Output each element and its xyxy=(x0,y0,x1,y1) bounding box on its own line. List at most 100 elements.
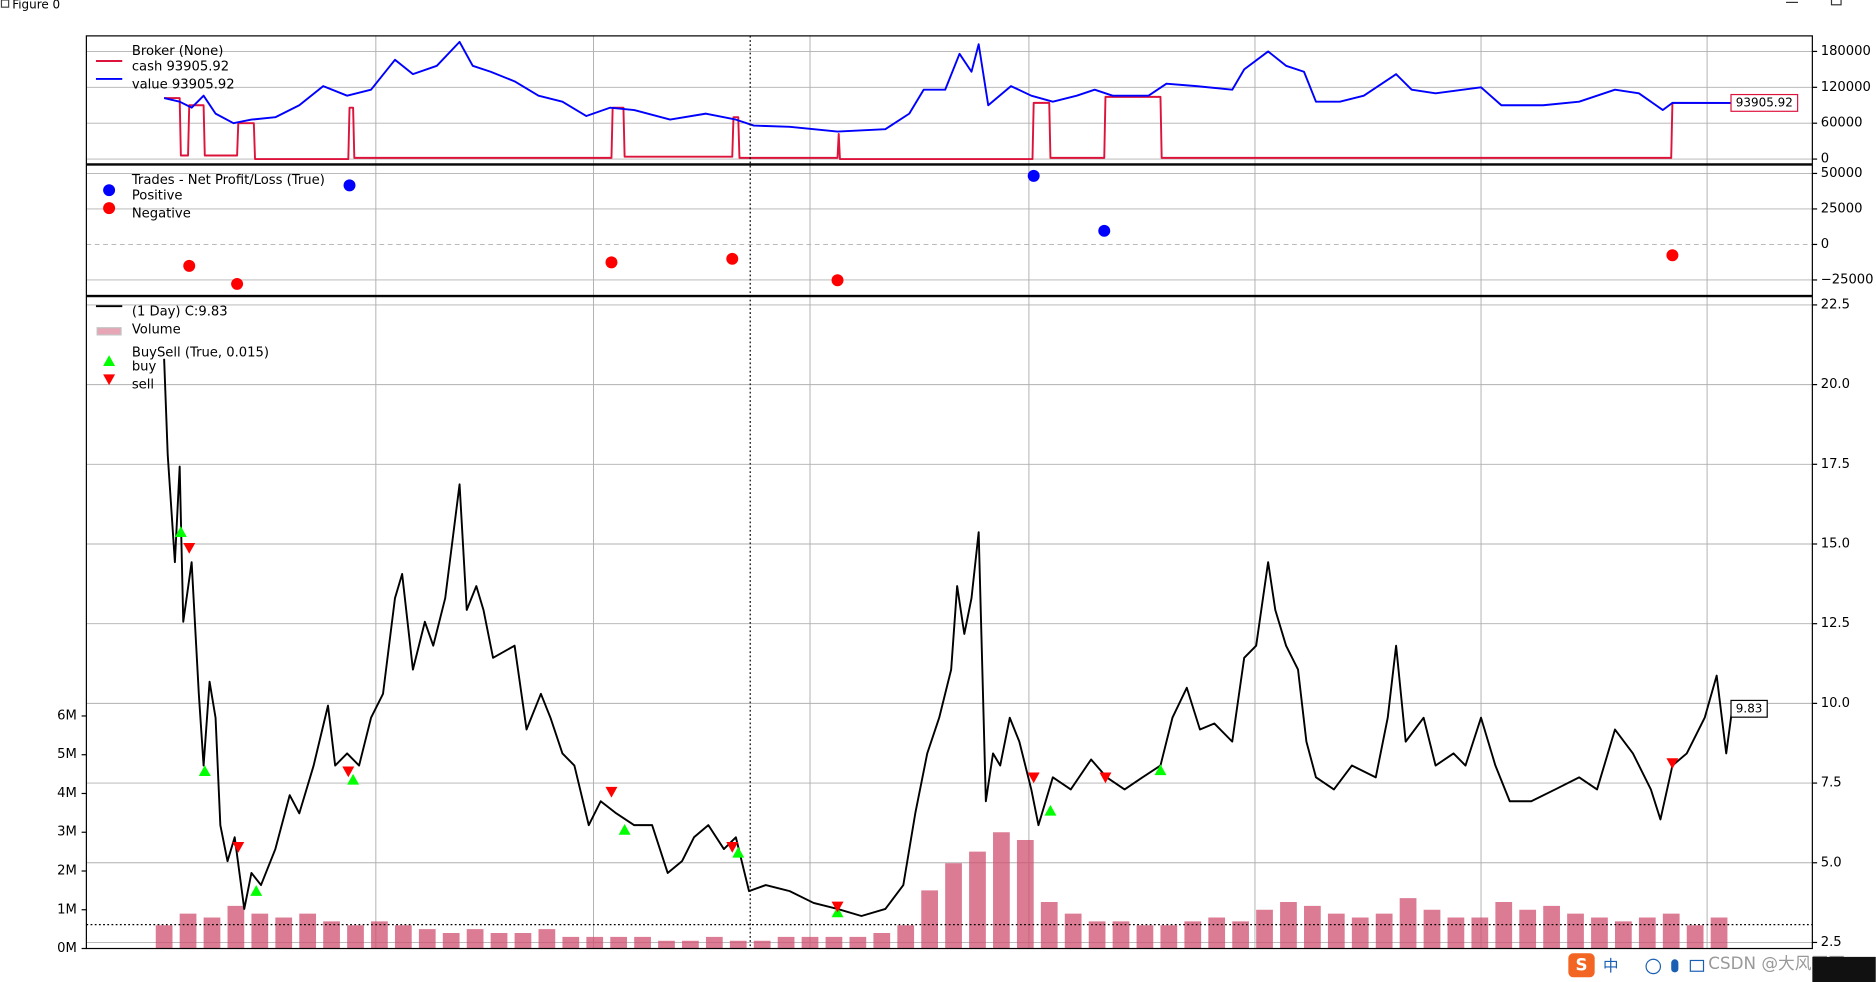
volume-bar xyxy=(347,925,364,949)
marker xyxy=(183,259,196,272)
volume-bar xyxy=(610,936,628,949)
volume-bar xyxy=(1447,917,1465,949)
y2-tick-label: 0M xyxy=(57,941,77,956)
legend-swatch xyxy=(96,327,122,336)
volume-bar xyxy=(514,933,532,949)
volume-bar xyxy=(466,929,484,949)
series-line xyxy=(163,40,1733,133)
ime-toolbar: S 中 xyxy=(1568,953,1705,978)
volume-bar xyxy=(1543,905,1560,949)
marker xyxy=(1044,804,1057,816)
volume-bar xyxy=(1064,913,1082,949)
volume-bar xyxy=(634,936,651,949)
ime-mode[interactable]: 中 xyxy=(1603,957,1619,975)
marker xyxy=(1666,758,1679,769)
panel: 50000 25000 0 −25000 Trades - Net Profit/Los… xyxy=(85,164,1874,297)
volume-bar xyxy=(562,936,580,949)
ime-logo-glyph: S xyxy=(1575,954,1587,974)
volume-bar xyxy=(1662,913,1680,949)
marker xyxy=(183,543,196,554)
marker xyxy=(605,786,618,798)
marker xyxy=(1098,224,1111,237)
volume-bar xyxy=(490,933,508,949)
panel-frame xyxy=(86,165,1813,296)
ime-logo xyxy=(1568,953,1595,978)
y-tick-label: 10.0 xyxy=(1821,696,1850,711)
volume-bar xyxy=(1614,921,1632,949)
volume-bar xyxy=(1304,905,1321,949)
plots: 0 60000 120000 180000 93905.92 Broker (None)c… xyxy=(57,35,1874,956)
marker xyxy=(250,885,263,896)
volume-bar xyxy=(1040,902,1058,949)
ime-voice[interactable] xyxy=(1671,959,1679,973)
taskbar-corner xyxy=(1812,956,1876,982)
volume-bar xyxy=(825,936,843,949)
y-tick-label: 20.0 xyxy=(1821,377,1850,392)
volume-bar xyxy=(1280,902,1297,949)
marker xyxy=(726,252,739,265)
volume-bar xyxy=(1495,902,1513,949)
volume-bar xyxy=(1423,909,1441,949)
marker xyxy=(174,526,187,537)
volume-bar xyxy=(1638,917,1656,949)
legend-title: Trades - Net Profit/Loss (True) xyxy=(131,173,325,188)
y2-tick-label: 2M xyxy=(57,863,77,878)
window-icon xyxy=(0,0,10,8)
volume-bar xyxy=(371,921,388,949)
restore-button[interactable] xyxy=(1830,0,1842,6)
volume-bar xyxy=(1256,909,1273,949)
volume-bar xyxy=(682,940,699,949)
legend-label: sell xyxy=(132,378,154,393)
last-value-label: 93905.92 xyxy=(1736,95,1793,109)
marker xyxy=(1666,249,1679,262)
marker xyxy=(618,823,631,835)
volume-bar xyxy=(299,913,317,949)
series-line xyxy=(164,95,1733,161)
y-tick-label: 12.5 xyxy=(1821,616,1850,631)
y-tick-label: 180000 xyxy=(1821,44,1871,59)
ime-keyboard[interactable] xyxy=(1689,959,1705,972)
y2-tick-label: 4M xyxy=(57,786,77,801)
marker xyxy=(232,842,245,853)
volume-bar xyxy=(1519,909,1537,949)
ime-emoji[interactable] xyxy=(1645,958,1662,975)
last-value-box xyxy=(1730,93,1799,112)
legend-swatch xyxy=(103,202,116,215)
legend-label: Negative xyxy=(132,207,191,222)
volume-bar xyxy=(801,936,819,949)
panel-border xyxy=(85,164,1813,297)
marker xyxy=(342,766,355,778)
volume-bar xyxy=(873,933,891,949)
volume-bar xyxy=(1088,921,1106,949)
panel-frame xyxy=(86,296,1813,949)
volume-bar xyxy=(1471,917,1489,949)
volume-bar xyxy=(275,917,293,949)
marker xyxy=(1099,772,1112,784)
volume-bar xyxy=(753,940,771,949)
volume-bar xyxy=(203,917,221,949)
volume-bar xyxy=(323,921,340,949)
legend-swatch xyxy=(103,374,116,386)
volume-bar xyxy=(394,925,412,949)
y-tick-label: 0 xyxy=(1821,152,1829,167)
marker xyxy=(347,773,360,785)
marker xyxy=(726,842,739,853)
legend-label: buy xyxy=(132,360,157,375)
marker xyxy=(831,901,844,913)
legend-label: Volume xyxy=(132,323,181,338)
panel-frame xyxy=(86,35,1813,164)
y-tick-label: −25000 xyxy=(1821,272,1874,287)
legend-label: value 93905.92 xyxy=(132,77,235,92)
y-tick-label: 7.5 xyxy=(1821,776,1842,791)
last-value-label: 9.83 xyxy=(1736,701,1763,715)
volume-bar xyxy=(1399,898,1417,949)
y-tick-label: 0 xyxy=(1821,237,1829,252)
volume-bar xyxy=(442,933,460,949)
y-tick-label: 15.0 xyxy=(1821,536,1850,551)
volume-bar xyxy=(1351,917,1369,949)
marker xyxy=(1027,169,1040,182)
volume-bar xyxy=(1327,913,1345,949)
volume-bar xyxy=(1686,925,1704,949)
y-tick-label: 5.0 xyxy=(1821,855,1842,870)
